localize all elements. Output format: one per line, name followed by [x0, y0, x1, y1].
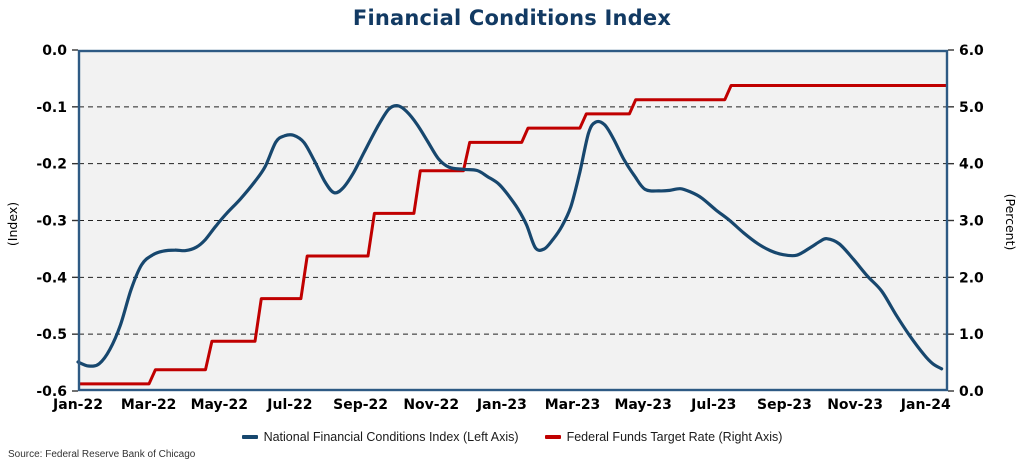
x-axis-label: Nov-23 [827, 397, 883, 413]
left-axis-label: -0.1 [36, 100, 67, 116]
nfci-line-swatch [241, 435, 258, 439]
right-axis-label: 5.0 [959, 100, 984, 116]
fed-funds-line [78, 84, 948, 386]
left-axis-label: -0.5 [36, 327, 67, 343]
right-axis-label: 2.0 [959, 270, 984, 286]
right-axis-label: 6.0 [959, 43, 984, 59]
plot-border [77, 49, 949, 392]
legend-item-nfci: National Financial Conditions Index (Lef… [241, 430, 519, 444]
x-axis-label: Jan-24 [900, 397, 951, 413]
source-note: Source: Federal Reserve Bank of Chicago [8, 449, 196, 460]
x-axis-label: Nov-22 [403, 397, 459, 413]
x-axis-label: Jul-23 [690, 397, 736, 413]
nfci-line [76, 103, 944, 371]
right-axis-label: 4.0 [959, 157, 984, 173]
x-axis-label: Sep-23 [757, 397, 812, 413]
right-axis-label: 3.0 [959, 214, 984, 230]
x-axis-label: Jan-22 [52, 397, 103, 413]
x-axis-label: Sep-22 [333, 397, 388, 413]
x-axis-label: May-23 [614, 397, 671, 413]
legend-label-nfci: National Financial Conditions Index (Lef… [263, 430, 519, 444]
right-axis-label: 0.0 [959, 384, 984, 400]
plot-svg: (Index) (Percent) 0.0 -0.1 -0.2 -0.3 -0.4 -0.… [5, 43, 1018, 413]
left-axis-label: -0.3 [36, 214, 67, 230]
x-axis-label: Jan-23 [476, 397, 527, 413]
left-axis-label: -0.6 [36, 384, 67, 400]
legend-item-fed-funds: Federal Funds Target Rate (Right Axis) [544, 430, 783, 444]
x-axis-label: Jul-22 [266, 397, 312, 413]
legend: National Financial Conditions Index (Lef… [0, 430, 1024, 444]
x-axis-label: Mar-22 [121, 397, 177, 413]
right-axis-label: 1.0 [959, 327, 984, 343]
left-axis-label: -0.4 [36, 270, 67, 286]
fed-funds-line-swatch [544, 435, 561, 439]
right-axis-title: (Percent) [1003, 194, 1018, 251]
x-axis-label: Mar-23 [545, 397, 601, 413]
left-axis-label: 0.0 [42, 43, 67, 59]
x-axis-label: May-22 [191, 397, 248, 413]
left-axis-label: -0.2 [36, 157, 67, 173]
left-axis-title: (Index) [5, 202, 20, 246]
chart-title: Financial Conditions Index [352, 6, 672, 30]
legend-label-fed-funds: Federal Funds Target Rate (Right Axis) [566, 430, 783, 444]
